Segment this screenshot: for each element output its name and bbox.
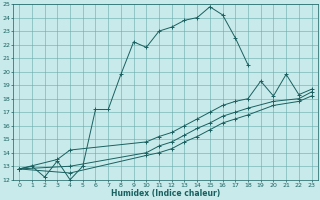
X-axis label: Humidex (Indice chaleur): Humidex (Indice chaleur) [111,189,220,198]
